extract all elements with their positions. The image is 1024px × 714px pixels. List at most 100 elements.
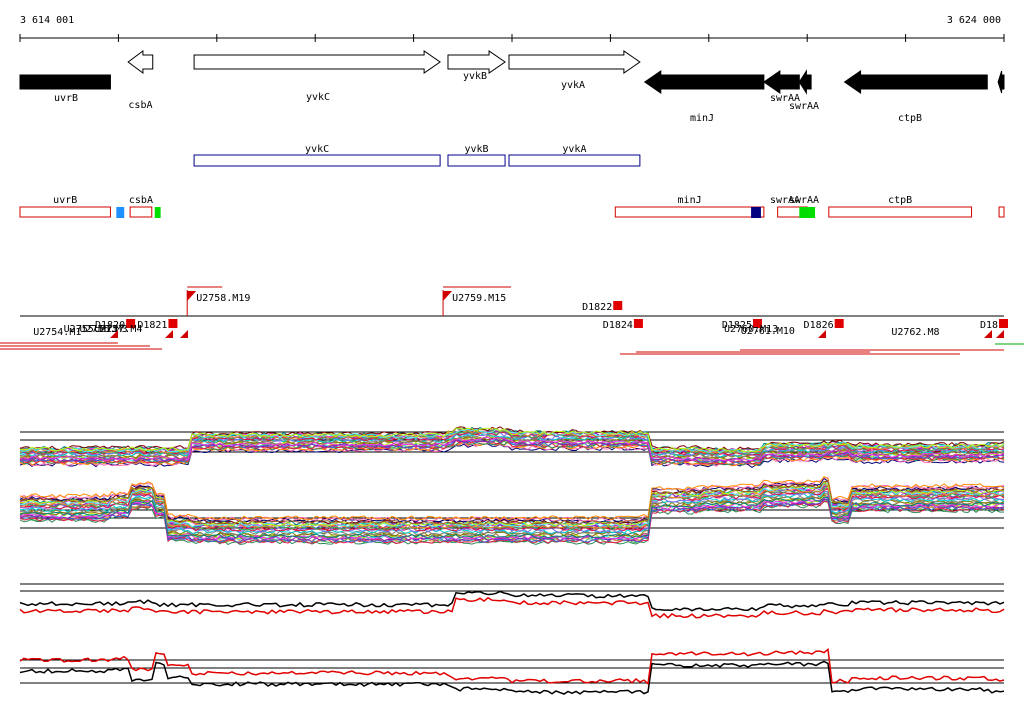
axis-start-label: 3 614 001: [20, 15, 74, 26]
gene-arrow[interactable]: [19, 74, 111, 90]
downshift-label: D1826: [804, 320, 834, 331]
shift-label: U2762.M8: [891, 327, 939, 338]
expression-trace: [19, 501, 1005, 546]
expression-trace: [20, 482, 1005, 528]
downshift-marker: [834, 319, 844, 328]
gene-label: uvrB: [54, 93, 78, 104]
downshift-flag: [165, 330, 173, 338]
expression-trace: [19, 495, 1005, 540]
coordinate-axis: 3 614 001 3 624 000: [19, 15, 1005, 42]
downshift-flag: [996, 330, 1004, 338]
gene-arrow[interactable]: [997, 70, 1005, 94]
shift-label: U2761.M10: [741, 326, 795, 337]
downshift-marker: [999, 319, 1009, 328]
expression-trace: [19, 436, 1005, 462]
operon-label: uvrB: [53, 195, 77, 206]
feature-block: [751, 207, 761, 218]
gene-arrow[interactable]: [508, 50, 641, 74]
shift-label: U2757.M4: [94, 324, 142, 335]
downshift-marker: [633, 319, 643, 328]
downshift-flag: [180, 330, 188, 338]
downshift-label: D1822: [582, 302, 612, 313]
gene-arrow[interactable]: [798, 69, 812, 95]
expression-trace: [19, 492, 1005, 536]
expression-trace: [19, 430, 1005, 456]
upshift-label: U2758.M19: [196, 293, 250, 304]
transcription-unit[interactable]: [447, 154, 506, 167]
operon-label: swrAA: [789, 195, 819, 206]
expression-trace: [19, 496, 1004, 539]
shift-label: U2755.M11: [64, 324, 118, 335]
shift-label: U2754.M1: [33, 327, 81, 338]
gene-label: csbA: [128, 100, 152, 111]
gene-label: yvkC: [306, 92, 330, 103]
expression-trace: [19, 590, 1005, 612]
operon-box[interactable]: [19, 206, 111, 218]
shift-label: U2760.M13: [724, 324, 778, 335]
expression-trace: [19, 647, 1005, 686]
expression-trace: [19, 426, 1005, 451]
expression-trace: [19, 496, 1005, 540]
expression-profile-panels: [19, 426, 1005, 695]
expression-trace: [19, 500, 1005, 544]
expression-trace: [19, 498, 1005, 543]
expression-trace: [19, 480, 1005, 525]
operon-label: swrAA: [770, 195, 800, 206]
expression-trace: [19, 438, 1005, 463]
downshift-marker: [752, 319, 762, 328]
gene-label: minJ: [690, 113, 714, 124]
expression-trace: [19, 490, 1005, 534]
shift-label: U2756.M3: [79, 324, 127, 335]
downshift-label: D18: [980, 320, 998, 331]
gene-label: swrAA: [770, 93, 800, 104]
gene-arrow[interactable]: [447, 50, 506, 74]
expression-trace: [19, 498, 1005, 542]
expression-trace: [19, 475, 1005, 521]
expression-trace: [19, 660, 1005, 695]
upshift-flag: [443, 291, 453, 301]
expression-trace: [19, 477, 1005, 522]
transcription-unit-label: yvkC: [305, 144, 329, 155]
expression-trace: [19, 482, 1005, 526]
upshift-flag: [187, 291, 197, 301]
gene-label: ctpB: [898, 113, 922, 124]
downshift-flag: [818, 330, 826, 338]
transcription-unit-label: yvkA: [562, 144, 586, 155]
gene-arrow[interactable]: [127, 50, 154, 74]
operon-box[interactable]: [998, 206, 1005, 218]
transcription-unit-track: yvkC yvkB yvkA: [193, 144, 641, 167]
expression-trace: [19, 596, 1005, 619]
transcription-unit[interactable]: [508, 154, 641, 167]
expression-trace: [19, 488, 1005, 532]
feature-block: [799, 207, 816, 218]
downshift-label: D1821: [137, 320, 167, 331]
feature-block: [116, 207, 125, 218]
operon-box[interactable]: [777, 206, 803, 218]
operon-box[interactable]: [614, 206, 765, 218]
axis-end-label: 3 624 000: [947, 15, 1001, 26]
operon-box[interactable]: [129, 206, 153, 218]
expression-trace: [19, 428, 1005, 454]
feature-block: [154, 207, 161, 218]
shift-site-track: U2758.M19 U2759.M15 D1822 D1820 D1821 D1824 D1…: [0, 286, 1024, 355]
gene-arrow[interactable]: [193, 50, 441, 74]
gene-arrow[interactable]: [843, 70, 988, 94]
expression-trace: [19, 483, 1005, 529]
gene-label: yvkB: [463, 71, 487, 82]
downshift-marker: [126, 319, 136, 328]
operon-box[interactable]: [828, 206, 973, 218]
downshift-marker: [613, 301, 623, 310]
operon-label: ctpB: [888, 195, 912, 206]
downshift-label: D1820: [95, 320, 125, 331]
operon-label: csbA: [129, 195, 153, 206]
gene-arrow[interactable]: [762, 70, 800, 94]
downshift-flag: [984, 330, 992, 338]
operon-label: minJ: [678, 195, 702, 206]
downshift-flag: [110, 330, 118, 338]
expression-trace: [19, 438, 1005, 464]
transcription-unit[interactable]: [193, 154, 441, 167]
gene-arrow[interactable]: [643, 70, 765, 94]
